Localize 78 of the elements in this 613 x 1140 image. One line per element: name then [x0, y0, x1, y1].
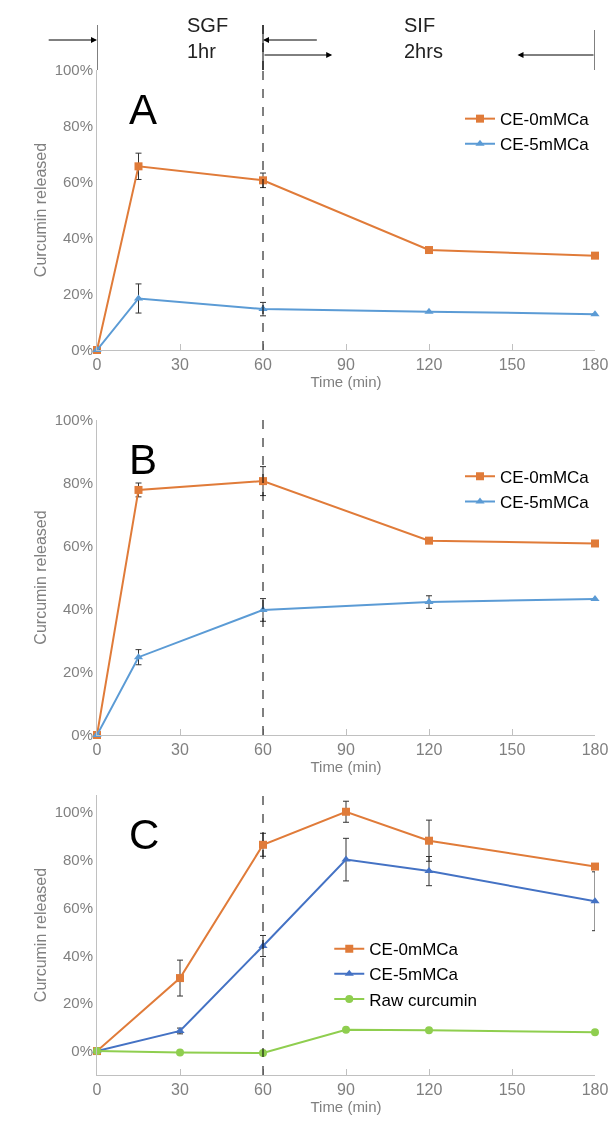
y-tick-label: 80% [62, 117, 93, 135]
x-axis-title: Time (min) [310, 373, 382, 391]
y-tick-label: 100% [54, 803, 93, 820]
x-tick-label: 180 [581, 356, 609, 374]
legend-label: Raw curcumin [369, 990, 477, 1010]
point [591, 1028, 599, 1037]
x-tick-label: 30 [171, 1081, 189, 1099]
x-tick-label: 90 [337, 356, 355, 374]
x-tick-label: 150 [498, 741, 526, 759]
y-tick-label: 40% [62, 229, 93, 247]
x-tick-label: 0 [92, 356, 102, 374]
x-tick-label: 30 [171, 356, 189, 374]
y-tick-label: 0% [71, 1042, 93, 1060]
x-tick-label: 180 [581, 741, 609, 759]
y-tick-label: 20% [62, 663, 93, 681]
point [341, 855, 351, 862]
x-tick-label: 30 [171, 741, 189, 759]
point [425, 536, 433, 545]
y-tick-label: 0% [71, 726, 93, 744]
y-tick-label: 80% [62, 474, 93, 492]
y-axis-title: Curcumin released [31, 510, 49, 645]
x-tick-label: 60 [254, 741, 272, 759]
chart-title: B [129, 436, 158, 483]
point [425, 1026, 433, 1035]
point [342, 1025, 350, 1034]
y-axis-title: Curcumin released [31, 142, 49, 278]
x-tick-label: 120 [415, 741, 443, 759]
point [134, 162, 143, 171]
legend-label: CE-0mMCa [500, 110, 590, 130]
x-axis-title: Time (min) [310, 758, 382, 776]
x-axis-title: Time (min) [310, 1098, 382, 1116]
legend-label: CE-5mMCa [500, 493, 590, 513]
x-tick-label: 150 [498, 1081, 526, 1099]
point [590, 310, 600, 317]
x-tick-label: 90 [337, 1081, 355, 1099]
y-tick-label: 0% [71, 341, 93, 359]
point [591, 251, 599, 260]
x-tick-label: 120 [415, 1081, 443, 1099]
y-tick-label: 100% [54, 411, 93, 429]
chart-title: A [129, 86, 158, 133]
text: SIF 2hrs [404, 14, 443, 62]
legend-label: CE-5mMCa [369, 965, 459, 985]
point [425, 836, 433, 845]
point [176, 974, 184, 983]
y-tick-label: 60% [62, 173, 93, 191]
y-tick-label: 40% [62, 600, 93, 618]
point [424, 307, 434, 314]
y-tick-label: 80% [62, 850, 93, 868]
point [424, 867, 434, 874]
y-tick-label: 20% [62, 994, 93, 1012]
x-tick-label: 0 [92, 1081, 102, 1099]
text: SGF 1hr [187, 14, 229, 62]
point [134, 485, 143, 494]
y-tick-label: 20% [62, 285, 93, 303]
point [259, 840, 267, 849]
legend-label: CE-0mMCa [500, 467, 590, 487]
legend-label: CE-5mMCa [500, 135, 590, 155]
y-tick-label: 100% [54, 61, 93, 79]
x-tick-label: 0 [92, 741, 102, 759]
x-tick-label: 180 [581, 1081, 609, 1099]
x-tick-label: 60 [254, 356, 272, 374]
y-tick-label: 60% [62, 898, 93, 916]
point [590, 594, 600, 601]
point [591, 862, 599, 871]
point [424, 598, 434, 605]
chart-title: C [129, 811, 160, 858]
point [591, 539, 599, 548]
y-axis-title: Curcumin released [31, 867, 49, 1003]
x-tick-label: 120 [415, 356, 443, 374]
legend-label: CE-0mMCa [369, 940, 459, 960]
x-tick-label: 60 [254, 1081, 272, 1099]
point [176, 1048, 184, 1057]
x-tick-label: 90 [337, 741, 355, 759]
point [342, 807, 350, 816]
x-tick-label: 150 [498, 356, 526, 374]
y-tick-label: 40% [62, 946, 93, 964]
point [425, 246, 433, 255]
y-tick-label: 60% [62, 537, 93, 555]
